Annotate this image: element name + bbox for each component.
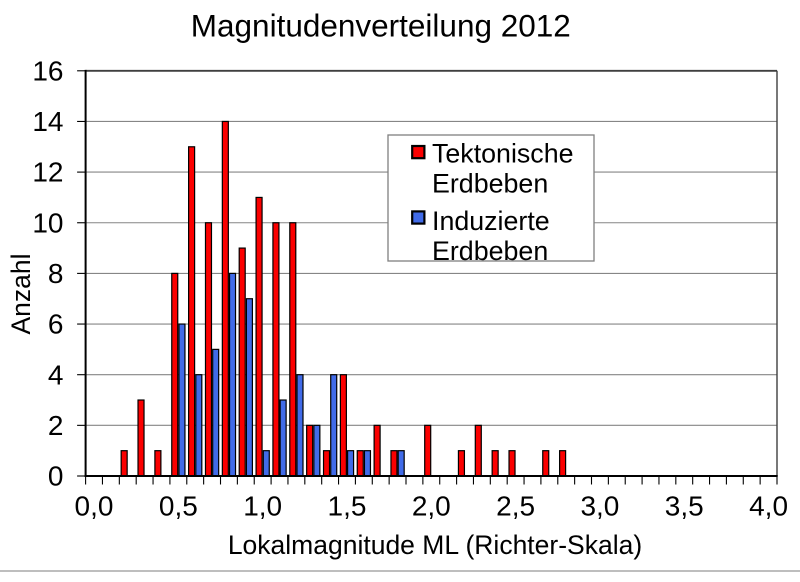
- svg-text:6: 6: [48, 309, 64, 340]
- svg-text:Tektonische: Tektonische: [432, 138, 574, 168]
- svg-text:Erdbeben: Erdbeben: [432, 236, 548, 266]
- svg-text:Anzahl: Anzahl: [6, 253, 36, 334]
- svg-text:Induzierte: Induzierte: [432, 206, 550, 236]
- svg-text:1,5: 1,5: [328, 491, 367, 522]
- svg-text:Lokalmagnitude ML (Richter-Ska: Lokalmagnitude ML (Richter-Skala): [228, 530, 642, 560]
- svg-text:2,0: 2,0: [412, 491, 451, 522]
- svg-text:0: 0: [48, 461, 64, 492]
- svg-text:0,0: 0,0: [75, 491, 114, 522]
- svg-text:Magnitudenverteilung 2012: Magnitudenverteilung 2012: [191, 7, 571, 43]
- svg-text:3,0: 3,0: [580, 491, 619, 522]
- svg-text:4,0: 4,0: [749, 491, 788, 522]
- svg-text:1,0: 1,0: [243, 491, 282, 522]
- svg-text:0,5: 0,5: [159, 491, 198, 522]
- svg-text:2: 2: [48, 410, 64, 441]
- svg-text:Erdbeben: Erdbeben: [432, 168, 548, 198]
- svg-text:10: 10: [32, 207, 63, 238]
- svg-text:3,5: 3,5: [665, 491, 704, 522]
- svg-text:14: 14: [32, 106, 63, 137]
- svg-text:4: 4: [48, 359, 64, 390]
- svg-text:12: 12: [32, 157, 63, 188]
- svg-text:8: 8: [48, 258, 64, 289]
- svg-text:16: 16: [32, 55, 63, 86]
- svg-text:2,5: 2,5: [496, 491, 535, 522]
